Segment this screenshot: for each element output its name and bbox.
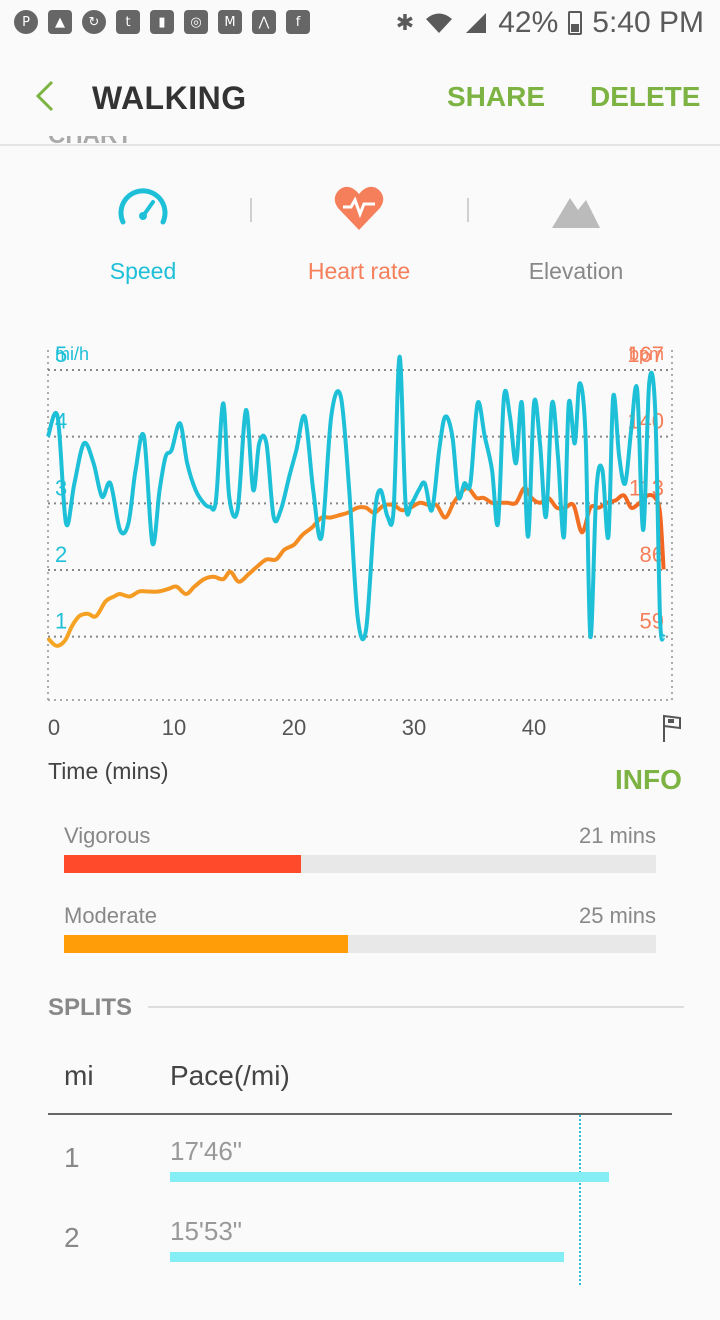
y-left-unit: mi/h [55,344,89,364]
moderate-track [64,935,656,953]
mountain-icon [552,198,600,228]
wifi-icon [426,13,453,33]
tab-elevation-label: Elevation [528,258,624,284]
split-pace-bar [170,1252,564,1262]
gmail-icon: M [218,10,242,34]
info-button[interactable]: INFO [615,764,682,795]
tab-divider [250,198,252,222]
split-pace-bar [170,1172,609,1182]
x-tick-label: 20 [282,715,306,740]
instagram-icon: ◎ [184,10,208,34]
chart-section-label: CHART [48,136,132,146]
vigorous-value: 21 mins [578,823,656,848]
tab-elevation[interactable]: Elevation [476,180,676,285]
tab-heart-rate[interactable]: Heart rate [259,180,459,285]
split-pace: 17'46" [170,1136,243,1166]
splits-col-pace: Pace(/mi) [170,1060,290,1091]
splits-col-mi: mi [64,1060,94,1091]
vigorous-track [64,855,656,873]
split-row: 1 17'46" [0,1136,720,1240]
page-title: WALKING [92,80,247,116]
y-left-tick-label: 5 [55,342,67,367]
twitter-icon: t [116,10,140,34]
vigorous-label: Vigorous [64,823,151,848]
card-icon: ▮ [150,10,174,34]
y-left-tick-label: 2 [55,542,67,567]
bluetooth-icon: ✱ [395,10,415,36]
moderate-bar: Moderate 25 mins [64,903,656,953]
status-right: ✱ 42% 5:40 PM [396,6,704,40]
heart-rate-icon [334,186,384,230]
chart-tabs: Speed Heart rate Elevation [0,180,720,290]
battery-percent: 42% [498,6,559,39]
tab-divider [467,198,469,222]
moderate-label: Moderate [64,903,157,928]
back-arrow-icon[interactable] [30,78,60,114]
y-left-tick-label: 1 [55,609,67,634]
x-tick-label: 30 [402,715,426,740]
y-right-tick-label: 167 [627,342,664,367]
split-mile: 2 [64,1222,80,1253]
signal-icon [466,13,487,33]
status-bar: P ▲ ↻ t ▮ ◎ M ⋀ f ✱ 42% 5:40 PM [0,0,720,48]
splits-header-rule [48,1113,672,1115]
pinterest-icon: P [14,10,38,34]
delete-button[interactable]: DELETE [590,81,701,112]
split-pace: 15'53" [170,1216,243,1246]
speedometer-icon [118,188,168,225]
strava-icon: ⋀ [252,10,276,34]
battery-icon [568,11,583,35]
finish-flag-icon [663,714,681,742]
tab-speed[interactable]: Speed [43,180,243,285]
share-button[interactable]: SHARE [447,81,546,112]
vigorous-fill [64,855,301,873]
speed-series-line [46,354,666,642]
sync-icon: ↻ [82,10,106,34]
x-axis-label: Time (mins) [48,758,169,784]
facebook-icon: f [286,10,310,34]
tab-heart-rate-label: Heart rate [307,258,411,284]
y-right-unit: bpm [629,344,664,364]
app-bar: WALKING SHARE DELETE [0,48,720,146]
vigorous-bar: Vigorous 21 mins [64,823,656,873]
moderate-fill [64,935,349,953]
splits-divider [148,1006,684,1008]
split-mile: 1 [64,1142,80,1173]
x-tick-label: 0 [48,715,60,740]
clock: 5:40 PM [592,6,704,39]
moderate-value: 25 mins [578,903,656,928]
split-row: 2 15'53" [0,1216,720,1320]
gallery-icon: ▲ [48,10,72,34]
x-tick-label: 40 [522,715,546,740]
splits-title: SPLITS [48,994,133,1021]
heart-rate-series-line [46,485,666,648]
notification-icons: P ▲ ↻ t ▮ ◎ M ⋀ f [14,10,310,34]
x-tick-label: 10 [162,715,186,740]
tab-speed-label: Speed [109,258,177,284]
average-pace-line [579,1115,581,1285]
